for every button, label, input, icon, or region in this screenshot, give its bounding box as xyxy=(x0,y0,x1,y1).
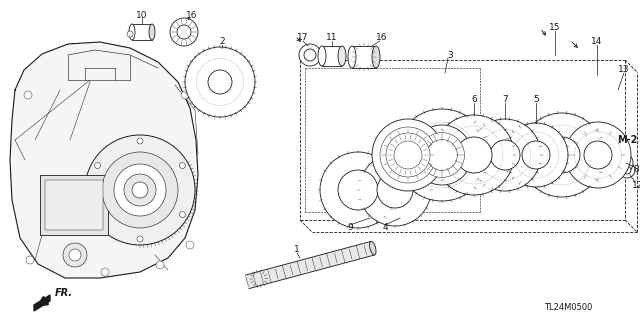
Text: 11: 11 xyxy=(326,33,338,42)
Circle shape xyxy=(299,44,321,66)
Circle shape xyxy=(185,47,255,117)
Circle shape xyxy=(85,135,195,245)
Circle shape xyxy=(177,25,191,39)
Circle shape xyxy=(584,141,612,169)
Text: 6: 6 xyxy=(471,95,477,105)
Circle shape xyxy=(520,113,604,197)
Circle shape xyxy=(456,137,492,173)
Circle shape xyxy=(616,157,628,169)
Circle shape xyxy=(611,152,633,174)
Circle shape xyxy=(377,172,413,208)
Text: 1: 1 xyxy=(294,246,300,255)
Circle shape xyxy=(388,135,428,175)
Text: 10: 10 xyxy=(136,11,148,19)
Text: 7: 7 xyxy=(502,95,508,105)
Circle shape xyxy=(179,162,186,168)
Circle shape xyxy=(427,140,458,170)
Circle shape xyxy=(156,261,164,269)
Text: 16: 16 xyxy=(186,11,198,19)
Circle shape xyxy=(24,91,32,99)
Circle shape xyxy=(619,162,635,178)
Ellipse shape xyxy=(348,46,356,68)
Text: 2: 2 xyxy=(219,38,225,47)
Text: 13: 13 xyxy=(618,65,630,75)
Circle shape xyxy=(114,164,166,216)
Ellipse shape xyxy=(318,46,326,66)
Circle shape xyxy=(95,162,100,168)
Text: 3: 3 xyxy=(447,50,453,60)
Circle shape xyxy=(101,268,109,276)
Circle shape xyxy=(380,127,436,183)
Text: 15: 15 xyxy=(549,24,561,33)
Circle shape xyxy=(179,211,186,218)
Circle shape xyxy=(392,139,424,171)
Circle shape xyxy=(609,146,623,160)
Text: 9: 9 xyxy=(347,224,353,233)
Circle shape xyxy=(181,91,189,99)
Circle shape xyxy=(320,152,396,228)
Text: FR.: FR. xyxy=(55,288,73,298)
Circle shape xyxy=(359,154,431,226)
Circle shape xyxy=(565,122,631,188)
Circle shape xyxy=(490,140,520,170)
Circle shape xyxy=(428,141,456,169)
Circle shape xyxy=(623,166,631,174)
Bar xyxy=(40,175,108,235)
Circle shape xyxy=(124,174,156,206)
Circle shape xyxy=(422,135,462,175)
Text: 16: 16 xyxy=(376,33,388,42)
Circle shape xyxy=(127,31,133,37)
Circle shape xyxy=(390,137,426,173)
Circle shape xyxy=(372,119,444,191)
Circle shape xyxy=(69,249,81,261)
Text: M-2: M-2 xyxy=(617,135,637,145)
Circle shape xyxy=(304,49,316,61)
Circle shape xyxy=(434,115,514,195)
Circle shape xyxy=(26,256,34,264)
Bar xyxy=(322,46,342,66)
Circle shape xyxy=(381,128,435,182)
Circle shape xyxy=(544,137,580,173)
Ellipse shape xyxy=(369,241,376,255)
Bar xyxy=(132,24,152,40)
Circle shape xyxy=(412,125,472,185)
Circle shape xyxy=(386,133,430,177)
Circle shape xyxy=(137,138,143,144)
Text: 8: 8 xyxy=(633,166,639,174)
Circle shape xyxy=(137,236,143,242)
Circle shape xyxy=(522,141,550,169)
Text: 5: 5 xyxy=(533,95,539,105)
Circle shape xyxy=(394,141,422,169)
Circle shape xyxy=(170,18,198,46)
Ellipse shape xyxy=(372,46,380,68)
Bar xyxy=(352,46,376,68)
Ellipse shape xyxy=(129,24,135,40)
Circle shape xyxy=(186,241,194,249)
Text: 14: 14 xyxy=(591,38,603,47)
Ellipse shape xyxy=(338,46,346,66)
Circle shape xyxy=(396,109,488,201)
Circle shape xyxy=(102,152,178,228)
Polygon shape xyxy=(34,295,50,311)
Circle shape xyxy=(95,211,100,218)
Text: TL24M0500: TL24M0500 xyxy=(544,303,592,313)
Circle shape xyxy=(419,132,465,177)
Text: 17: 17 xyxy=(297,33,308,42)
Circle shape xyxy=(603,140,629,166)
Circle shape xyxy=(132,182,148,198)
Circle shape xyxy=(504,123,568,187)
Circle shape xyxy=(208,70,232,94)
Ellipse shape xyxy=(149,24,155,40)
Polygon shape xyxy=(245,241,374,289)
Text: 12: 12 xyxy=(632,181,640,189)
Circle shape xyxy=(63,243,87,267)
Polygon shape xyxy=(10,42,198,278)
Circle shape xyxy=(469,119,541,191)
Bar xyxy=(45,180,103,230)
Circle shape xyxy=(338,170,378,210)
Text: 4: 4 xyxy=(382,224,388,233)
